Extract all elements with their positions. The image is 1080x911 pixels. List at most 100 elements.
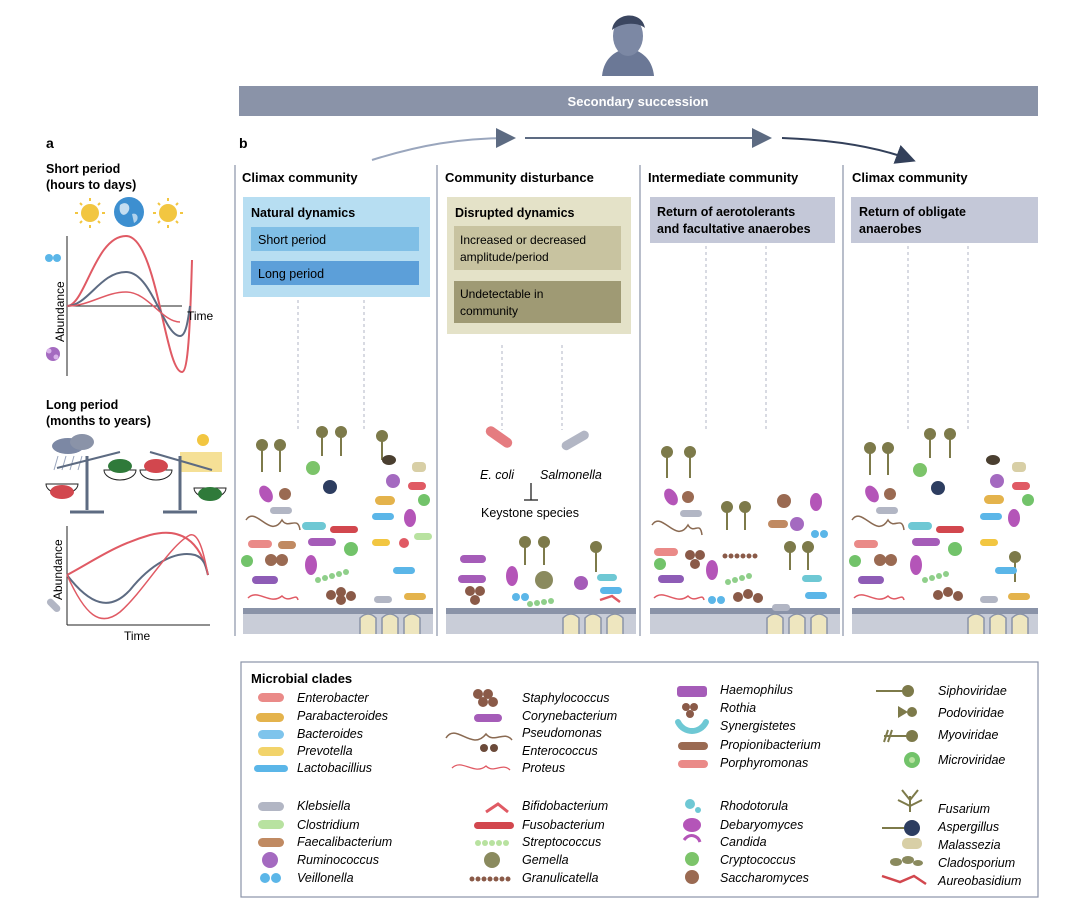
legend-label: Ruminococcus bbox=[297, 853, 379, 867]
legend-labels-col1: Enterobacter Parabacteroides Bacteroides… bbox=[297, 691, 392, 885]
microbe-cluster-climax-1 bbox=[241, 426, 432, 605]
obligate-line-1: Return of obligate bbox=[859, 205, 966, 219]
legend-label: Debaryomyces bbox=[720, 818, 803, 832]
long-period-subtitle: (months to years) bbox=[46, 414, 151, 428]
disrupted-dynamics-box: Disrupted dynamics Increased or decrease… bbox=[447, 197, 631, 334]
legend-icons-col2 bbox=[445, 689, 514, 882]
legend-label: Granulicatella bbox=[522, 871, 598, 885]
legend-label: Clostridium bbox=[297, 818, 360, 832]
legend-label: Klebsiella bbox=[297, 799, 351, 813]
klebsiella-legend-icon bbox=[258, 802, 284, 811]
panel-a-letter: a bbox=[46, 135, 54, 151]
sun-icon bbox=[75, 198, 105, 228]
legend-icons-col3 bbox=[675, 686, 709, 884]
legend-label: Parabacteroides bbox=[297, 709, 388, 723]
enterobacter-icon bbox=[258, 693, 284, 702]
rhodotorula-icon bbox=[685, 799, 701, 813]
aureobasidium-icon bbox=[881, 874, 927, 886]
natural-dynamics-box: Natural dynamics Short period Long perio… bbox=[243, 197, 430, 297]
gemella-icon bbox=[484, 852, 500, 868]
legend-label: Propionibacterium bbox=[720, 738, 821, 752]
natural-dynamics-title: Natural dynamics bbox=[251, 206, 355, 220]
cryptococcus-icon bbox=[685, 852, 699, 866]
legend-label: Porphyromonas bbox=[720, 756, 808, 770]
legend-label: Cladosporium bbox=[938, 856, 1015, 870]
intermediate-line-2: and facultative anaerobes bbox=[657, 222, 811, 236]
cladosporium-icon bbox=[890, 856, 923, 866]
disrupted-line-2a: Undetectable in bbox=[460, 287, 543, 301]
debaryomyces-icon bbox=[683, 818, 701, 832]
legend-label: Siphoviridae bbox=[938, 684, 1007, 698]
legend-label: Podoviridae bbox=[938, 706, 1004, 720]
secondary-succession-banner bbox=[239, 86, 1038, 116]
legend-label: Malassezia bbox=[938, 838, 1001, 852]
column-title-disturbance: Community disturbance bbox=[445, 170, 594, 185]
intermediate-box: Return of aerotolerants and facultative … bbox=[650, 197, 835, 243]
banner-text: Secondary succession bbox=[568, 94, 709, 109]
natural-short-period: Short period bbox=[258, 233, 326, 247]
microbe-cluster-climax-2 bbox=[849, 428, 1034, 603]
legend-label: Gemella bbox=[522, 853, 569, 867]
propionibacterium-icon bbox=[678, 742, 708, 750]
dashed-guides bbox=[297, 246, 969, 430]
legend-label: Staphylococcus bbox=[522, 691, 610, 705]
bifidobacterium-icon bbox=[485, 802, 509, 814]
disrupted-line-2b: community bbox=[460, 304, 518, 318]
bacteroides-icon bbox=[258, 730, 284, 739]
saccharomyces-icon bbox=[685, 870, 699, 884]
legend-label: Corynebacterium bbox=[522, 709, 617, 723]
synergistetes-icon bbox=[675, 719, 709, 734]
short-period-plot bbox=[66, 234, 193, 376]
podoviridae-icon bbox=[898, 706, 917, 718]
malassezia-icon bbox=[902, 838, 922, 849]
porphyromonas-icon bbox=[678, 760, 708, 768]
legend-label: Enterococcus bbox=[522, 744, 598, 758]
siphoviridae-icon bbox=[876, 685, 914, 697]
short-y-label: Abundance bbox=[53, 281, 67, 342]
legend-label: Rothia bbox=[720, 701, 756, 715]
legend-label: Myoviridae bbox=[938, 728, 998, 742]
disrupted-dynamics-title: Disrupted dynamics bbox=[455, 206, 575, 220]
fusarium-icon bbox=[897, 789, 923, 812]
legend-label: Saccharomyces bbox=[720, 871, 809, 885]
microviridae-icon bbox=[904, 752, 920, 768]
legend-label: Proteus bbox=[522, 761, 565, 775]
haemophilus-icon bbox=[677, 686, 707, 697]
long-red-curve bbox=[66, 531, 209, 576]
veillonella-icon bbox=[45, 254, 61, 262]
legend-label: Fusarium bbox=[938, 802, 990, 816]
microbe-cluster-intermediate bbox=[651, 446, 828, 611]
seasonal-scales-icon bbox=[45, 434, 227, 514]
prevotella-icon bbox=[258, 747, 284, 756]
obligate-anaerobes-box: Return of obligate anaerobes bbox=[851, 197, 1038, 243]
column-title-intermediate: Intermediate community bbox=[648, 170, 799, 185]
ruminococcus-legend-icon bbox=[262, 852, 278, 868]
parabacteroides-icon bbox=[256, 713, 284, 722]
succession-arrow-3 bbox=[781, 137, 916, 164]
clostridium-icon bbox=[258, 820, 284, 829]
legend-label: Prevotella bbox=[297, 744, 353, 758]
microbe-cluster-disturbance bbox=[458, 426, 622, 607]
lactobacillius-icon bbox=[254, 765, 288, 772]
veillonella-legend-icon bbox=[260, 873, 281, 883]
person-head-icon bbox=[602, 15, 654, 76]
rothia-icon bbox=[682, 703, 698, 718]
legend-label: Bifidobacterium bbox=[522, 799, 608, 813]
short-pink-curve bbox=[66, 291, 181, 323]
long-x-label: Time bbox=[124, 629, 151, 643]
legend-label: Pseudomonas bbox=[522, 726, 602, 740]
succession-arrow-1 bbox=[371, 128, 516, 161]
intermediate-line-1: Return of aerotolerants bbox=[657, 205, 795, 219]
aspergillus-icon bbox=[882, 820, 920, 836]
disrupted-line-1b: amplitude/period bbox=[460, 250, 549, 264]
panel-b-letter: b bbox=[239, 135, 248, 151]
ecoli-label: E. coli bbox=[480, 468, 515, 482]
legend-label: Aspergillus bbox=[937, 820, 999, 834]
legend-labels-col3: Haemophilus Rothia Synergistetes Propion… bbox=[720, 683, 821, 885]
legend-label: Lactobacillius bbox=[297, 761, 372, 775]
gut-lining bbox=[243, 608, 1038, 634]
globe-icon bbox=[114, 197, 144, 227]
obligate-line-2: anaerobes bbox=[859, 222, 922, 236]
legend-labels-col4: Siphoviridae Podoviridae Myoviridae Micr… bbox=[937, 684, 1021, 888]
